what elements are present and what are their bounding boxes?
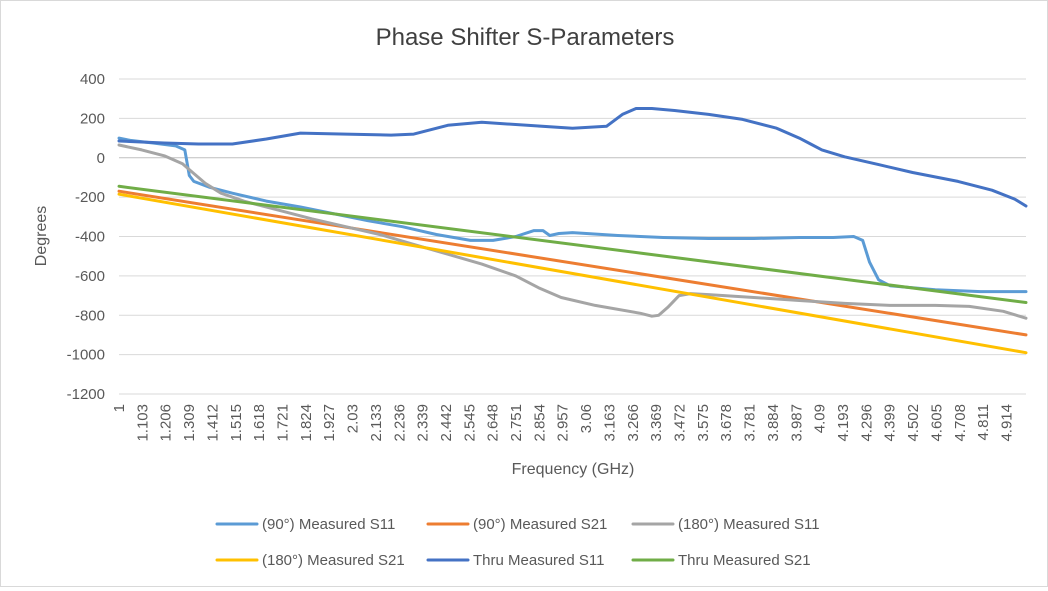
chart-title: Phase Shifter S-Parameters: [376, 24, 675, 51]
legend-label: (90°) Measured S11: [262, 516, 395, 533]
x-tick-label: 3.472: [672, 404, 689, 442]
x-tick-label: 2.339: [415, 404, 432, 442]
x-tick-label: 1.103: [134, 404, 151, 442]
x-tick-label: 4.193: [835, 404, 852, 442]
legend-item: (180°) Measured S21: [215, 552, 405, 569]
x-tick-label: 1.927: [321, 404, 338, 442]
x-tick-label: 2.545: [461, 404, 478, 442]
x-tick-label: 1.412: [204, 404, 221, 442]
x-tick-label: 3.163: [601, 404, 618, 442]
x-tick-label: 2.133: [368, 404, 385, 442]
y-tick-label: -1000: [67, 347, 105, 364]
x-tick-label: 4.914: [998, 404, 1015, 442]
x-tick-label: 3.575: [695, 404, 712, 442]
x-tick-label: 3.369: [648, 404, 665, 442]
legend: (90°) Measured S11 (90°) Measured S21 (180…: [215, 516, 820, 569]
x-tick-label: 1.309: [181, 404, 198, 442]
x-tick-label: 1.515: [228, 404, 245, 442]
y-tick-label: -600: [75, 268, 105, 285]
y-tick-label: -400: [75, 229, 105, 246]
x-tick-label: 2.442: [438, 404, 455, 442]
gridlines: [119, 78, 1026, 395]
y-tick-label: -800: [75, 307, 105, 324]
series-line-4: [117, 107, 1028, 208]
x-tick-label: 3.06: [578, 404, 595, 433]
x-tick-label: 3.884: [765, 404, 782, 442]
y-tick-label: 0: [97, 150, 105, 167]
x-tick-label: 2.03: [345, 404, 362, 433]
y-tick-label: 200: [80, 110, 105, 127]
legend-item: (90°) Measured S21: [426, 516, 607, 533]
series-lines: [117, 107, 1028, 355]
y-tick-label: -200: [75, 189, 105, 206]
x-tick-label: 1.824: [298, 404, 315, 442]
legend-item: (90°) Measured S11: [215, 516, 395, 533]
x-tick-label: 3.266: [625, 404, 642, 442]
x-tick-label: 1.206: [158, 404, 175, 442]
legend-label: (180°) Measured S11: [678, 516, 820, 533]
x-tick-label: 4.811: [975, 404, 992, 440]
x-tick-label: 4.502: [905, 404, 922, 442]
series-line-3: [117, 192, 1028, 355]
x-axis-title: Frequency (GHz): [512, 461, 635, 478]
x-tick-label: 2.854: [531, 404, 548, 442]
y-tick-label: -1200: [67, 386, 105, 403]
y-axis-title: Degrees: [33, 206, 50, 266]
x-tick-label: 2.236: [391, 404, 408, 442]
legend-label: Thru Measured S11: [473, 552, 604, 569]
x-tick-label: 3.781: [742, 404, 759, 442]
legend-label: (90°) Measured S21: [473, 516, 607, 533]
series-line-5: [117, 184, 1028, 304]
x-tick-label: 1: [111, 404, 128, 412]
x-tick-label: 4.708: [952, 404, 969, 442]
x-tick-label: 2.957: [555, 404, 572, 442]
x-tick-label: 1.721: [274, 404, 291, 442]
series-line-2: [117, 143, 1028, 320]
x-tick-label: 4.399: [882, 404, 899, 442]
legend-item: (180°) Measured S11: [631, 516, 820, 533]
x-tick-label: 4.296: [858, 404, 875, 442]
y-axis-ticks: 400 200 0 -200 -400 -600 -800 -1000 -1200: [67, 71, 105, 403]
y-tick-label: 400: [80, 71, 105, 88]
x-tick-label: 3.987: [788, 404, 805, 442]
x-tick-label: 2.751: [508, 404, 525, 442]
legend-item: Thru Measured S11: [426, 552, 604, 569]
legend-label: (180°) Measured S21: [262, 552, 405, 569]
x-tick-label: 1.618: [251, 404, 268, 442]
x-tick-label: 2.648: [485, 404, 502, 442]
series-line-0: [117, 136, 1028, 294]
legend-label: Thru Measured S21: [678, 552, 811, 569]
x-tick-label: 4.605: [928, 404, 945, 442]
x-axis-ticks: 1 1.103 1.206 1.309 1.412 1.515 1.618 1.721 1.82…: [111, 404, 1015, 442]
series-line-1: [117, 189, 1028, 337]
x-tick-label: 3.678: [718, 404, 735, 442]
x-tick-label: 4.09: [812, 404, 829, 433]
legend-item: Thru Measured S21: [631, 552, 811, 569]
